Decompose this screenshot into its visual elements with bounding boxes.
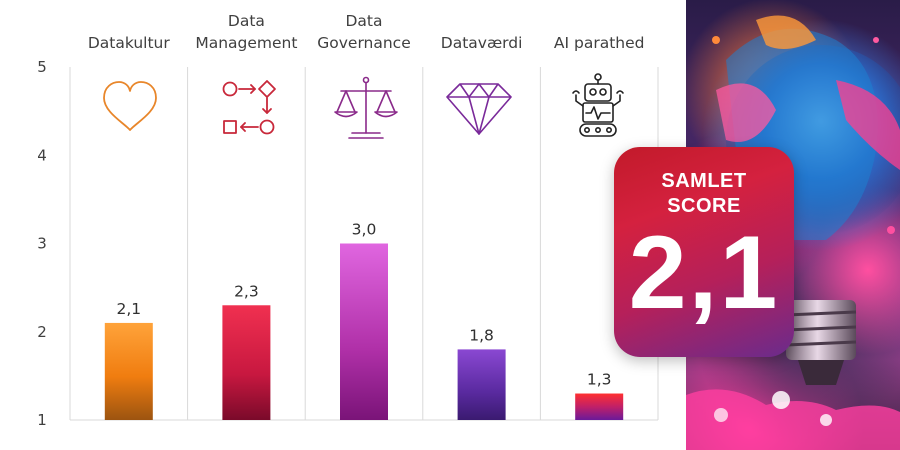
score-label-line-2: SCORE — [667, 195, 741, 217]
value-label: 1,3 — [587, 371, 612, 389]
process-flow-icon — [222, 80, 276, 135]
category-label: Dataværdi — [441, 34, 523, 52]
value-label: 2,1 — [116, 300, 141, 318]
bar-3 — [340, 243, 388, 420]
y-axis-ticks: 1 2 3 4 5 — [37, 58, 47, 429]
category-label: Governance — [317, 34, 411, 52]
value-labels: 2,1 2,3 3,0 1,8 1,3 — [116, 221, 611, 389]
bar-chart: 1 2 3 4 5 Datakultur Data Management Data Govern… — [37, 12, 659, 429]
category-label: Data — [345, 12, 382, 30]
scales-icon — [334, 76, 398, 139]
bar-5 — [575, 393, 624, 420]
total-score-card: SAMLET SCORE 2,1 — [614, 147, 794, 357]
bar-4 — [457, 349, 506, 420]
category-label: AI parathed — [554, 34, 645, 52]
score-label-line-1: SAMLET — [661, 170, 747, 192]
value-label: 1,8 — [469, 326, 494, 344]
y-tick-label: 1 — [37, 411, 47, 429]
category-label: Data — [228, 12, 265, 30]
y-tick-label: 5 — [37, 58, 47, 76]
y-tick-label: 3 — [37, 235, 47, 253]
score-card-value: 2,1 — [628, 215, 780, 331]
bars — [104, 243, 624, 420]
y-tick-label: 4 — [37, 146, 47, 164]
category-label: Datakultur — [88, 34, 171, 52]
value-label: 3,0 — [352, 221, 377, 239]
score-card-label: SAMLET SCORE — [614, 169, 794, 219]
bar-1 — [104, 322, 153, 420]
robot-icon — [572, 73, 624, 137]
value-label: 2,3 — [234, 282, 259, 300]
diamond-icon — [446, 83, 512, 135]
y-tick-label: 2 — [37, 323, 47, 341]
category-label: Management — [195, 34, 297, 52]
category-labels: Datakultur Data Management Data Governance Da… — [88, 12, 645, 52]
bar-2 — [222, 305, 271, 420]
heart-icon — [103, 81, 157, 131]
